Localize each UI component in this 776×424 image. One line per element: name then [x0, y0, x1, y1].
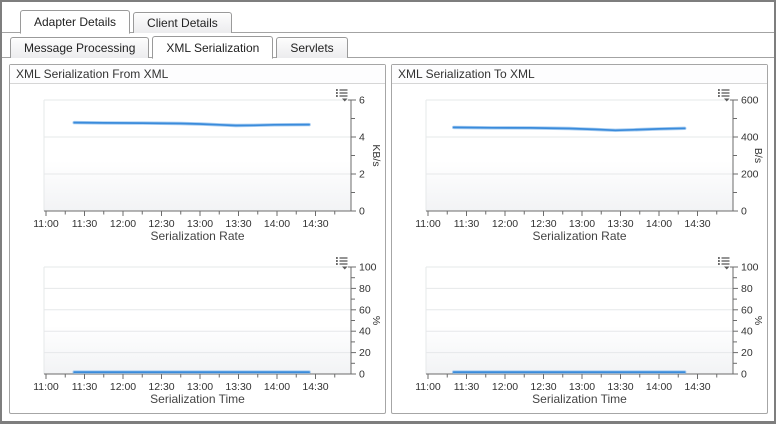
y-tick-label: 400 [741, 132, 759, 144]
y-tick-label: 20 [359, 347, 371, 359]
x-tick-label: 13:00 [569, 381, 595, 393]
y-tick-label: 600 [741, 95, 759, 107]
y-tick-label: 0 [741, 369, 747, 381]
y-tick-label: 80 [741, 283, 753, 295]
secondary-tabstrip: Message Processing XML Serialization Ser… [10, 35, 348, 59]
x-tick-label: 11:00 [415, 218, 441, 230]
panel-title: XML Serialization To XML [392, 65, 767, 84]
chart-title: Serialization Time [532, 392, 627, 406]
x-tick-label: 14:00 [646, 218, 672, 230]
x-tick-label: 11:00 [33, 381, 59, 393]
y-tick-label: 200 [741, 169, 759, 181]
x-tick-label: 13:00 [569, 218, 595, 230]
x-tick-label: 14:30 [684, 381, 710, 393]
chart-title: Serialization Rate [532, 229, 626, 243]
y-tick-label: 20 [741, 347, 753, 359]
serialization-rate-plot: 0 2 4 6 KB/s 11:00 11:30 12:00 12:30 13:00 13:30 14… [33, 95, 382, 244]
x-tick-label: 11:30 [72, 381, 98, 393]
y-tick-label: 0 [359, 369, 365, 381]
x-tick-label: 11:00 [415, 381, 441, 393]
x-tick-label: 14:00 [264, 381, 290, 393]
x-tick-label: 13:00 [187, 381, 213, 393]
panel-xml-serialization-from-xml: XML Serialization From XML 0 2 4 6 KB/s 11:00… [9, 64, 386, 414]
legend-toggle-icon[interactable] [717, 88, 731, 102]
x-tick-label: 14:30 [684, 218, 710, 230]
tab-adapter-details[interactable]: Adapter Details [20, 10, 131, 34]
chart-from-serialization-rate: 0 2 4 6 KB/s 11:00 11:30 12:00 12:30 13:00 13:30 14… [10, 84, 385, 252]
serialization-time-plot: 0 20 40 60 80 100% 11:00 11:30 12:00 12:30 13:00 13… [33, 262, 382, 407]
tab-message-processing[interactable]: Message Processing [10, 37, 150, 58]
y-tick-label: 0 [359, 206, 365, 218]
y-tick-label: 60 [741, 304, 753, 316]
y-tick-label: 6 [359, 95, 365, 107]
x-tick-label: 14:30 [302, 218, 328, 230]
panel-xml-serialization-to-xml: XML Serialization To XML 0 200 400 600 B/s 11… [391, 64, 768, 414]
x-tick-label: 11:30 [72, 218, 98, 230]
x-tick-label: 12:00 [492, 381, 518, 393]
legend-toggle-icon[interactable] [335, 256, 349, 270]
secondary-tabstrip-divider [2, 57, 774, 58]
x-tick-label: 14:00 [646, 381, 672, 393]
plot-area [426, 267, 733, 374]
panel-title: XML Serialization From XML [10, 65, 385, 84]
x-tick-label: 11:00 [33, 218, 59, 230]
x-tick-label: 12:30 [148, 381, 174, 393]
y-tick-label: 40 [359, 326, 371, 338]
y-tick-label: 4 [359, 132, 365, 144]
primary-tabstrip-divider [2, 32, 774, 33]
x-tick-label: 12:30 [530, 381, 556, 393]
x-tick-label: 13:30 [225, 381, 251, 393]
x-tick-label: 12:00 [110, 381, 136, 393]
x-tick-label: 11:30 [454, 381, 480, 393]
x-tick-label: 13:30 [607, 218, 633, 230]
y-tick-label: 0 [741, 206, 747, 218]
y-axis-unit-label: B/s [752, 148, 764, 163]
tab-servlets[interactable]: Servlets [276, 37, 348, 58]
x-tick-label: 13:30 [607, 381, 633, 393]
legend-toggle-icon[interactable] [335, 88, 349, 102]
y-tick-label: 80 [359, 283, 371, 295]
tab-xml-serialization[interactable]: XML Serialization [152, 36, 274, 59]
x-tick-label: 13:30 [225, 218, 251, 230]
y-tick-label: 100 [741, 262, 759, 274]
x-tick-label: 12:30 [530, 218, 556, 230]
x-tick-label: 14:30 [302, 381, 328, 393]
chart-to-serialization-rate: 0 200 400 600 B/s 11:00 11:30 12:00 12:30 13:00 13… [392, 84, 767, 252]
x-tick-label: 12:30 [148, 218, 174, 230]
chart-from-serialization-time: 0 20 40 60 80 100% 11:00 11:30 12:00 12:30 13:00 13… [10, 252, 385, 414]
chart-title: Serialization Rate [150, 229, 244, 243]
y-axis-unit-label: KB/s [370, 144, 382, 166]
y-tick-label: 2 [359, 169, 365, 181]
plot-area [426, 100, 733, 211]
y-tick-label: 60 [359, 304, 371, 316]
y-axis-unit-label: % [752, 316, 764, 325]
chart-to-serialization-time: 0 20 40 60 80 100% 11:00 11:30 12:00 12:30 13:00 13… [392, 252, 767, 414]
y-tick-label: 100 [359, 262, 377, 274]
legend-toggle-icon[interactable] [717, 256, 731, 270]
serialization-rate-plot: 0 200 400 600 B/s 11:00 11:30 12:00 12:30 13:00 13… [415, 95, 764, 244]
x-tick-label: 11:30 [454, 218, 480, 230]
series-line [452, 126, 686, 132]
chart-title: Serialization Time [150, 392, 245, 406]
x-tick-label: 13:00 [187, 218, 213, 230]
primary-tabstrip: Adapter Details Client Details [20, 9, 232, 34]
x-tick-label: 12:00 [110, 218, 136, 230]
plot-area [44, 267, 351, 374]
tab-client-details[interactable]: Client Details [133, 12, 232, 33]
y-tick-label: 40 [741, 326, 753, 338]
x-tick-label: 14:00 [264, 218, 290, 230]
serialization-time-plot: 0 20 40 60 80 100% 11:00 11:30 12:00 12:30 13:00 13… [415, 262, 764, 407]
series-line [73, 121, 310, 127]
y-axis-unit-label: % [370, 316, 382, 325]
x-tick-label: 12:00 [492, 218, 518, 230]
plot-area [44, 100, 351, 211]
